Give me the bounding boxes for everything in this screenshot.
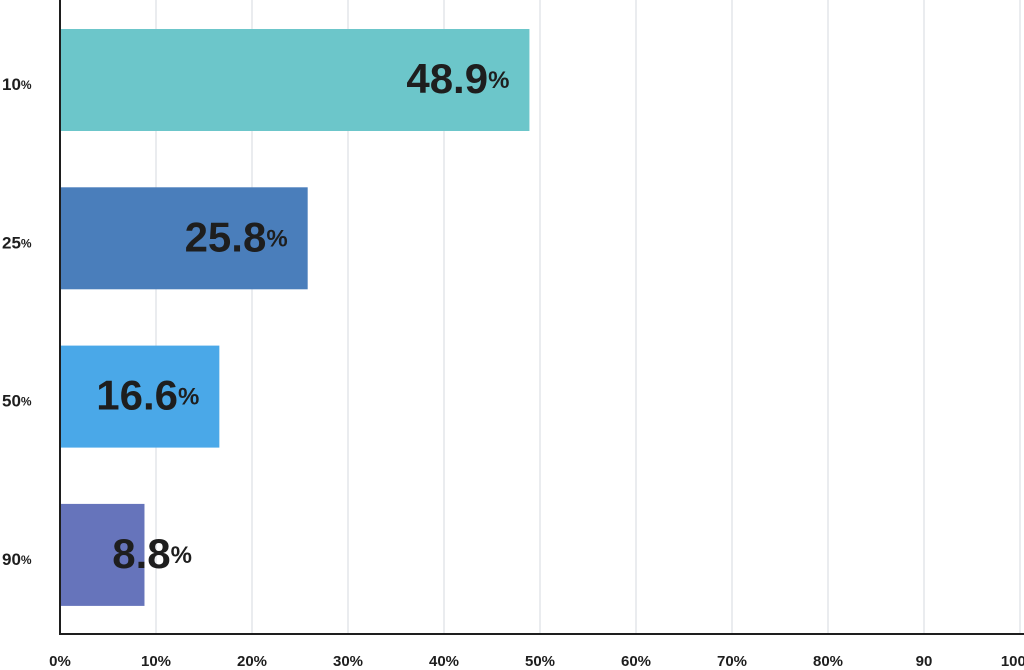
value-label: 8.8%: [112, 530, 192, 577]
value-label: 16.6%: [96, 372, 199, 419]
y-tick-label: 25%: [2, 234, 32, 253]
x-tick-label: 60%: [621, 653, 651, 670]
value-label: 48.9%: [406, 55, 509, 102]
y-tick-label: 10%: [2, 75, 32, 94]
bar: [60, 503, 145, 606]
y-tick-label: 50%: [2, 392, 32, 411]
x-tick-label: 20%: [237, 653, 267, 670]
x-tick-label: 50%: [525, 653, 555, 670]
bar: [60, 345, 220, 448]
x-tick-label: 100%: [1001, 653, 1024, 670]
x-tick-label: 10%: [141, 653, 171, 670]
bar: [60, 29, 530, 131]
y-tick-label: 90%: [2, 550, 32, 569]
x-tick-label: 0%: [49, 653, 71, 670]
x-tick-label: 40%: [429, 653, 459, 670]
x-tick-label: 90: [916, 653, 933, 670]
bar: [60, 187, 308, 290]
value-label: 25.8%: [185, 213, 288, 260]
x-tick-label: 80%: [813, 653, 843, 670]
x-tick-label: 70%: [717, 653, 747, 670]
x-tick-label: 30%: [333, 653, 363, 670]
